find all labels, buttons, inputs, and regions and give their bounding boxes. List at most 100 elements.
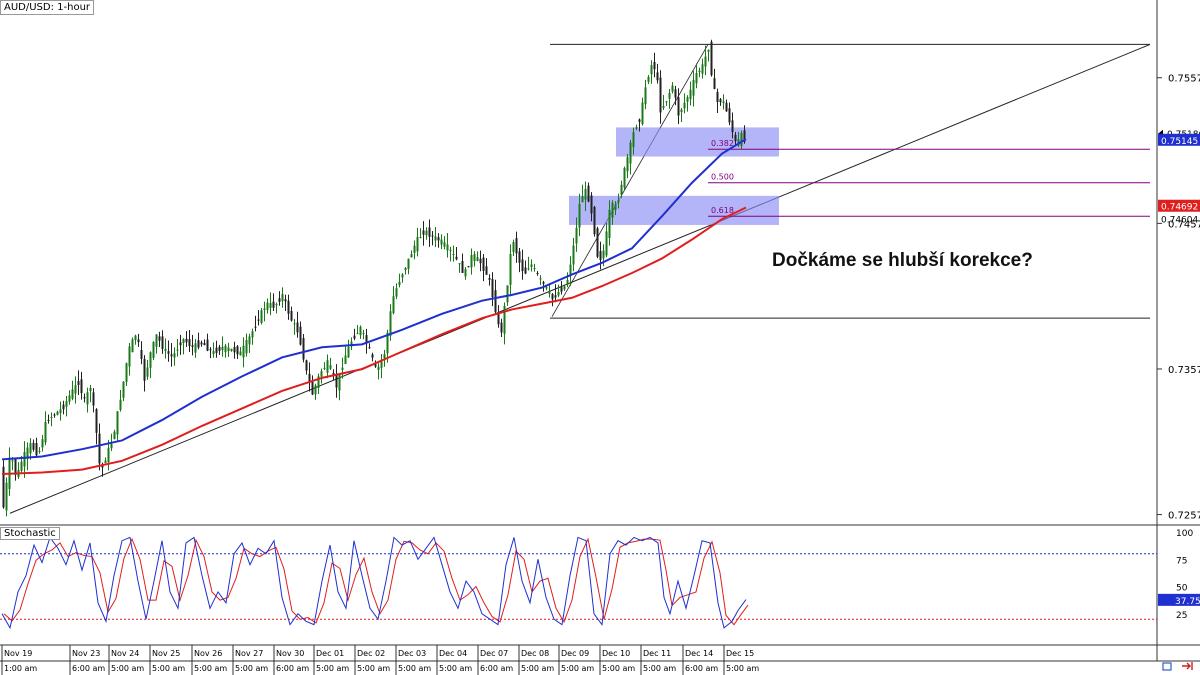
candle-body — [725, 102, 728, 112]
time-sublabel: 5:00 am — [398, 664, 431, 673]
candle-body — [665, 101, 668, 103]
candle-body — [164, 348, 167, 351]
candle-body — [206, 339, 209, 351]
candle-body — [74, 385, 77, 394]
candle-body — [590, 195, 593, 214]
candle-body — [371, 354, 374, 358]
candle-body — [530, 264, 533, 268]
candle-body — [626, 157, 629, 172]
candle-body — [320, 371, 323, 377]
candle-body — [38, 450, 41, 452]
time-sublabel: 5:00 am — [194, 664, 227, 673]
candle-body — [500, 322, 503, 333]
candle-body — [71, 389, 74, 399]
candle-body — [695, 72, 698, 84]
time-sublabel: 5:00 am — [521, 664, 554, 673]
candle-body — [515, 238, 518, 254]
candle-body — [161, 336, 164, 349]
candle-body — [485, 266, 488, 275]
time-label: Nov 24 — [111, 649, 139, 658]
candle-body — [740, 133, 743, 147]
candle-body — [566, 279, 569, 285]
candle-body — [47, 419, 50, 421]
candle-body — [722, 101, 725, 104]
candle-body — [734, 134, 737, 142]
candle-body — [389, 311, 392, 336]
candle-body — [536, 273, 539, 275]
candle-body — [167, 351, 170, 354]
candle-body — [365, 335, 368, 343]
candle-body — [80, 379, 83, 394]
annotation-text: Dočkáme se hlubší korekce? — [772, 250, 1033, 271]
candle-body — [245, 339, 248, 354]
candle-body — [554, 295, 557, 298]
candle-body — [290, 311, 293, 321]
candle-body — [233, 347, 236, 353]
time-sublabel: 5:00 am — [357, 664, 390, 673]
candle-body — [302, 338, 305, 360]
candle-body — [431, 235, 434, 237]
candle-body — [527, 268, 530, 270]
price-tick-label: 0.73571 — [1168, 365, 1200, 376]
candle-body — [374, 364, 377, 367]
stoch-value-tag: 37.75 — [1175, 597, 1200, 607]
candle-body — [728, 108, 731, 123]
candle-body — [50, 417, 53, 419]
candle-body — [587, 185, 590, 202]
candle-body — [428, 227, 431, 237]
candle-body — [29, 443, 32, 454]
candle-body — [572, 245, 575, 265]
candle-body — [644, 87, 647, 105]
candle-body — [134, 335, 137, 341]
candle-body — [350, 341, 353, 347]
stoch-tick-label: 50 — [1176, 584, 1188, 594]
candle-body — [560, 287, 563, 292]
candle-body — [380, 359, 383, 368]
candle-body — [509, 253, 512, 285]
candle-body — [341, 367, 344, 370]
stoch-value-bg — [1158, 593, 1200, 606]
time-sublabel: 6:00 am — [480, 664, 513, 673]
candle-body — [470, 255, 473, 268]
candle-body — [368, 347, 371, 349]
candle-body — [593, 206, 596, 235]
time-label: Dec 01 — [316, 649, 344, 658]
candle-body — [671, 85, 674, 92]
time-label: Dec 07 — [480, 649, 508, 658]
candle-body — [602, 250, 605, 259]
candle-body — [176, 349, 179, 351]
time-label: Dec 09 — [561, 649, 589, 658]
candle-body — [719, 99, 722, 103]
candle-body — [344, 355, 347, 364]
candle-body — [524, 267, 527, 274]
candle-body — [692, 79, 695, 96]
candle-body — [65, 401, 68, 407]
time-sublabel: 6:00 am — [276, 664, 309, 673]
candle-body — [197, 340, 200, 348]
candle-body — [182, 339, 185, 344]
candle-body — [5, 482, 8, 511]
candle-body — [242, 345, 245, 358]
candle-body — [404, 267, 407, 271]
candle-body — [119, 399, 122, 410]
candle-body — [32, 442, 35, 450]
candle-body — [98, 433, 101, 464]
candle-body — [512, 242, 515, 253]
candle-body — [191, 345, 194, 347]
trendline — [9, 43, 1151, 514]
candle-body — [638, 119, 641, 122]
candle-body — [716, 92, 719, 102]
candle-body — [446, 244, 449, 251]
candle-body — [293, 323, 296, 325]
candle-body — [458, 263, 461, 265]
candle-body — [437, 237, 440, 241]
candle-body — [563, 286, 566, 290]
candle-body — [137, 339, 140, 343]
candle-body — [77, 381, 80, 385]
candle-body — [584, 188, 587, 200]
candle-body — [221, 346, 224, 350]
candle-body — [575, 227, 578, 244]
candle-body — [311, 381, 314, 395]
candle-body — [608, 209, 611, 238]
